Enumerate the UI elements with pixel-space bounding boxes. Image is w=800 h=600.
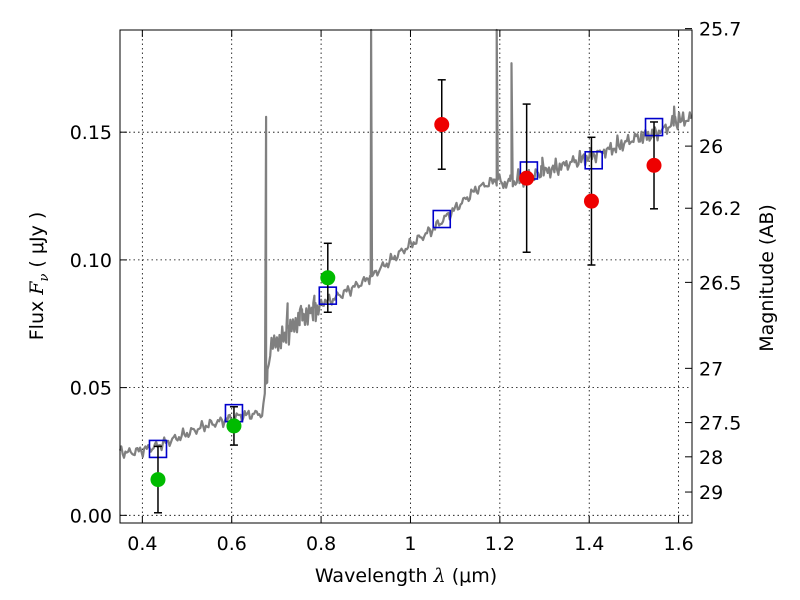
y-tick-label: 0.00 xyxy=(70,505,112,527)
observed-photometry-point xyxy=(583,193,599,209)
error-bars xyxy=(153,79,659,514)
y2-tick-label: 26.2 xyxy=(699,198,741,220)
tick-labels: 0.4 0.6 0.8 1 1.2 1.4 1.6 0.00 0.05 0.10 0.15 25.7 2… xyxy=(70,19,742,555)
y2-tick-label: 26 xyxy=(699,136,723,158)
y2-tick-label: 26.5 xyxy=(699,272,741,294)
observed-photometry-point xyxy=(150,472,166,488)
model-photometry-markers xyxy=(148,117,664,459)
grid xyxy=(120,30,692,523)
y2-tick-label: 25.7 xyxy=(699,19,741,41)
observed-photometry-markers xyxy=(150,117,662,488)
y-tick-label: 0.10 xyxy=(70,250,112,272)
observed-photometry-point xyxy=(320,270,336,286)
model-spectrum-line xyxy=(118,28,693,459)
y2-tick-label: 27 xyxy=(699,358,723,380)
observed-photometry-point xyxy=(434,117,450,133)
y-axis-label: Flux Fν ( μJy ) xyxy=(26,212,52,341)
x-tick-label: 1.4 xyxy=(574,533,604,555)
x-tick-label: 1 xyxy=(404,533,416,555)
y2-axis-label: Magnitude (AB) xyxy=(756,204,778,352)
x-tick-label: 0.8 xyxy=(306,533,336,555)
observed-photometry-point xyxy=(226,418,242,434)
tick-marks xyxy=(120,28,692,523)
x-axis-label: Wavelength λ (μm) xyxy=(315,565,497,587)
plot-frame xyxy=(119,29,693,524)
x-tick-label: 1.6 xyxy=(663,533,693,555)
spectrum-layer xyxy=(118,28,693,459)
x-tick-label: 0.4 xyxy=(127,533,157,555)
y2-tick-label: 27.5 xyxy=(699,413,741,435)
x-tick-label: 1.2 xyxy=(485,533,515,555)
y-tick-label: 0.15 xyxy=(70,122,112,144)
x-tick-label: 0.6 xyxy=(217,533,247,555)
y-tick-label: 0.05 xyxy=(70,378,112,400)
y2-tick-label: 28 xyxy=(699,447,723,469)
model-photometry-point xyxy=(432,209,452,229)
observed-photometry-point xyxy=(646,157,662,173)
y2-tick-label: 29 xyxy=(699,482,723,504)
observed-photometry-point xyxy=(519,170,535,186)
model-photometry-point xyxy=(584,150,603,170)
